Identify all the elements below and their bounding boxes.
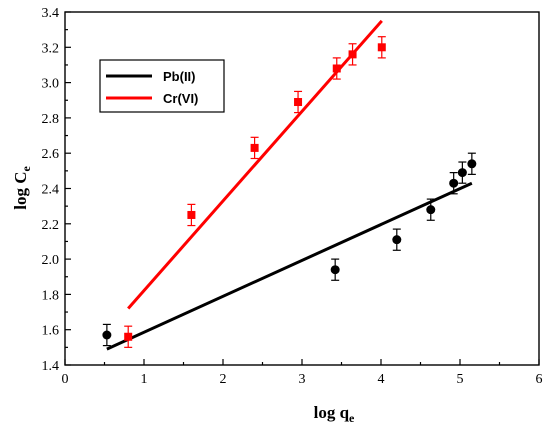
marker-circle bbox=[330, 265, 340, 275]
x-axis-title-sub: e bbox=[349, 411, 355, 425]
data-point bbox=[392, 228, 402, 251]
y-tick-label: 3.4 bbox=[42, 6, 60, 21]
marker-square bbox=[250, 143, 259, 152]
y-tick-label: 1.4 bbox=[42, 359, 60, 374]
marker-square bbox=[377, 43, 386, 52]
y-tick-label: 2.4 bbox=[42, 183, 60, 198]
y-tick-label: 3.0 bbox=[42, 77, 60, 92]
data-point bbox=[457, 161, 467, 184]
x-tick-label: 4 bbox=[378, 372, 385, 387]
data-points bbox=[102, 36, 477, 348]
marker-square bbox=[348, 50, 357, 59]
data-point bbox=[102, 323, 112, 347]
x-tick-label: 2 bbox=[220, 372, 227, 387]
data-point bbox=[332, 57, 341, 80]
data-point bbox=[426, 198, 436, 221]
legend: Pb(II) Cr(VI) bbox=[99, 59, 225, 113]
data-point bbox=[348, 43, 357, 66]
data-point bbox=[449, 172, 459, 195]
legend-label-cr: Cr(VI) bbox=[163, 91, 198, 106]
data-point bbox=[187, 203, 196, 227]
marker-square bbox=[332, 64, 341, 73]
x-tick-label: 5 bbox=[457, 372, 464, 387]
y-axis-title: log Ce bbox=[11, 166, 33, 210]
x-axis-title-main: log q bbox=[314, 403, 350, 422]
y-axis-title-sub: e bbox=[19, 166, 33, 172]
marker-square bbox=[294, 98, 303, 107]
marker-square bbox=[124, 332, 133, 341]
marker-circle bbox=[426, 205, 436, 215]
y-tick-label: 1.6 bbox=[42, 324, 60, 339]
ticks-layer: 0 1 2 3 4 5 6 1.4 1.6 1.8 2.0 2.2 2.4 2.6 2.8 3.0 3.2 3.4 bbox=[42, 6, 543, 387]
data-point bbox=[294, 90, 303, 114]
x-tick-label: 6 bbox=[536, 372, 543, 387]
x-tick-label: 0 bbox=[62, 372, 69, 387]
marker-circle bbox=[392, 235, 402, 245]
x-axis-title: log qe bbox=[314, 403, 355, 425]
marker-circle bbox=[467, 159, 477, 169]
y-tick-label: 2.2 bbox=[42, 218, 60, 233]
marker-circle bbox=[457, 168, 467, 178]
marker-square bbox=[187, 210, 196, 219]
legend-label-pb: Pb(II) bbox=[163, 69, 196, 84]
y-tick-label: 2.8 bbox=[42, 112, 60, 127]
marker-circle bbox=[102, 330, 112, 340]
x-tick-label: 1 bbox=[141, 372, 148, 387]
plot-frame bbox=[64, 11, 540, 366]
legend-box bbox=[99, 59, 225, 113]
data-point bbox=[330, 258, 340, 281]
data-point bbox=[250, 136, 259, 160]
data-point bbox=[377, 36, 386, 59]
marker-circle bbox=[449, 178, 459, 188]
data-point bbox=[467, 152, 477, 175]
fit-line-pb bbox=[106, 181, 473, 351]
x-tick-label: 3 bbox=[299, 372, 306, 387]
y-axis-title-main: log C bbox=[11, 172, 30, 210]
y-tick-label: 2.6 bbox=[42, 147, 60, 162]
data-point bbox=[124, 325, 133, 348]
y-tick-label: 2.0 bbox=[42, 253, 60, 268]
y-tick-label: 1.8 bbox=[42, 288, 60, 303]
y-tick-label: 3.2 bbox=[42, 41, 60, 56]
